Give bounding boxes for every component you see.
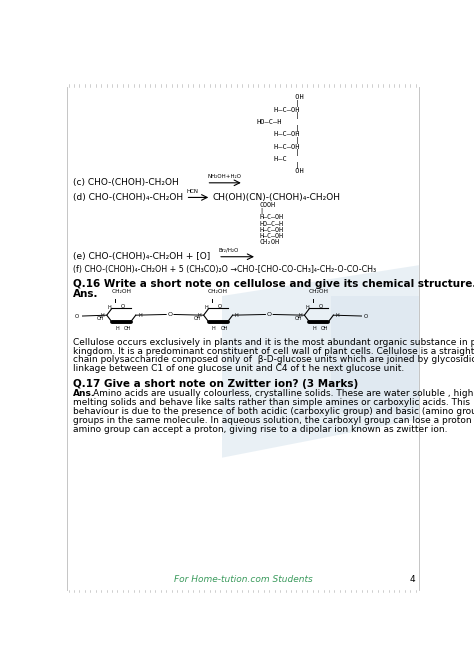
Text: (f) CHO-(CHOH)₄-CH₂OH + 5 (CH₃CO)₂O →CHO-[CHO-CO-CH₃]₄-CH₂-O-CO-CH₃: (f) CHO-(CHOH)₄-CH₂OH + 5 (CH₃CO)₂O →CHO…	[73, 265, 376, 274]
Text: O: O	[218, 304, 222, 309]
Text: H: H	[198, 313, 201, 318]
Text: H—C: H—C	[257, 156, 287, 162]
Text: O: O	[267, 312, 272, 317]
Text: H—C—OH: H—C—OH	[259, 226, 283, 232]
Text: O: O	[319, 304, 323, 309]
Text: H: H	[204, 305, 208, 310]
Text: 4: 4	[409, 575, 415, 584]
Text: CH₂OH: CH₂OH	[309, 289, 329, 294]
Text: H: H	[115, 326, 119, 331]
Text: CH₂OH: CH₂OH	[111, 289, 131, 294]
Text: For Home-tution.com Students: For Home-tution.com Students	[173, 575, 312, 584]
Text: HCN: HCN	[186, 188, 198, 194]
Text: OH: OH	[220, 326, 228, 331]
Text: H: H	[336, 313, 339, 318]
Text: (e) CHO-(CHOH)₄-CH₂OH + [O]: (e) CHO-(CHOH)₄-CH₂OH + [O]	[73, 252, 210, 261]
Text: H: H	[108, 305, 111, 310]
Text: amino group can accept a proton, giving rise to a dipolar ion known as zwitter i: amino group can accept a proton, giving …	[73, 425, 448, 433]
Text: H: H	[298, 313, 302, 318]
Text: |: |	[257, 125, 300, 131]
Text: CH₂OH: CH₂OH	[208, 289, 228, 294]
Text: NH₂OH+H₂O: NH₂OH+H₂O	[207, 174, 241, 179]
Text: behaviour is due to the presence of both acidic (carboxylic group) and basic (am: behaviour is due to the presence of both…	[73, 407, 474, 416]
Text: OH: OH	[97, 316, 104, 320]
Text: Ans.: Ans.	[73, 389, 95, 398]
Text: Cellulose occurs exclusively in plants and it is the most abundant organic subst: Cellulose occurs exclusively in plants a…	[73, 338, 474, 346]
Text: OH: OH	[123, 326, 131, 331]
Polygon shape	[222, 265, 419, 458]
Text: H: H	[138, 313, 142, 318]
Text: H—C—OH: H—C—OH	[257, 143, 300, 149]
Text: |: |	[257, 149, 300, 156]
Text: H—C—OH: H—C—OH	[259, 233, 283, 239]
Text: |: |	[259, 208, 263, 215]
Text: groups in the same molecule. In aqueous solution, the carboxyl group can lose a : groups in the same molecule. In aqueous …	[73, 416, 474, 425]
Text: O: O	[121, 304, 126, 309]
Text: chain polysaccharide composed only of  β-D-glucose units which are joined by gly: chain polysaccharide composed only of β-…	[73, 355, 474, 364]
Text: H: H	[305, 305, 309, 310]
Text: H: H	[212, 326, 216, 331]
Text: O: O	[364, 314, 368, 318]
Text: |: |	[257, 161, 300, 169]
Text: Q.16 Write a short note on cellulose and give its chemical structure. (3 Marks): Q.16 Write a short note on cellulose and…	[73, 279, 474, 289]
Text: H: H	[235, 313, 239, 318]
Text: O: O	[75, 314, 80, 318]
Text: Br₂/H₂O: Br₂/H₂O	[219, 248, 239, 253]
Text: H—C—OH: H—C—OH	[257, 107, 300, 113]
Text: Q.17 Give a short note on Zwitter ion? (3 Marks): Q.17 Give a short note on Zwitter ion? (…	[73, 379, 358, 389]
Text: (c) CHO-(CHOH)-CH₂OH: (c) CHO-(CHOH)-CH₂OH	[73, 178, 179, 188]
Text: (d) CHO-(CHOH)₄-CH₂OH: (d) CHO-(CHOH)₄-CH₂OH	[73, 193, 183, 202]
Text: OH: OH	[194, 316, 201, 320]
Text: |: |	[257, 113, 300, 119]
Text: OH: OH	[321, 326, 328, 331]
Text: H—C—OH: H—C—OH	[259, 214, 283, 220]
Text: H—C—OH: H—C—OH	[257, 131, 300, 137]
Text: OH: OH	[257, 168, 304, 174]
Text: Ans.: Ans.	[73, 289, 99, 299]
Text: CH₂OH: CH₂OH	[259, 239, 279, 245]
Text: H: H	[313, 326, 317, 331]
Text: |: |	[257, 100, 300, 107]
Text: CH(OH)(CN)-(CHOH)₄-CH₂OH: CH(OH)(CN)-(CHOH)₄-CH₂OH	[213, 193, 341, 202]
Text: COOH: COOH	[259, 202, 275, 208]
Text: linkage between C1 of one glucose unit and C4 of t he next glucose unit.: linkage between C1 of one glucose unit a…	[73, 364, 404, 373]
Text: HO—C—H: HO—C—H	[259, 220, 283, 226]
Text: OH: OH	[294, 316, 302, 320]
Text: kingdom. It is a predominant constituent of cell wall of plant cells. Cellulose : kingdom. It is a predominant constituent…	[73, 346, 474, 356]
Text: H: H	[100, 313, 104, 318]
Bar	[330, 296, 419, 411]
Text: |: |	[257, 137, 300, 144]
Text: OH: OH	[257, 94, 304, 100]
Text: Amino acids are usually colourless, crystalline solids. These are water soluble : Amino acids are usually colourless, crys…	[93, 389, 474, 398]
Text: melting solids and behave like salts rather than simple amines or carboxylic aci: melting solids and behave like salts rat…	[73, 398, 470, 407]
Text: HO—C—H: HO—C—H	[257, 119, 283, 125]
Text: O: O	[168, 312, 173, 317]
